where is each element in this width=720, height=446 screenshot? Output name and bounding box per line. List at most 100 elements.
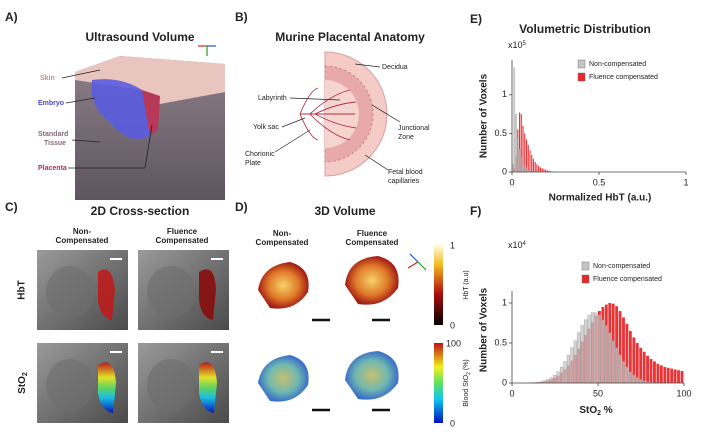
x-axis-label: StO2 % (579, 405, 612, 418)
histogram-bar (622, 317, 625, 383)
panel-b: B) Murine Placental Anatomy Decidua Laby… (235, 10, 430, 185)
panel-title: 2D Cross-section (91, 204, 190, 218)
histogram-bar (531, 155, 533, 172)
histogram-bar (628, 371, 632, 384)
y-axis-label: Number of Voxels (479, 73, 490, 158)
x-tick-label: 1 (683, 177, 688, 187)
histogram-bar (560, 366, 564, 384)
histogram-bar (580, 325, 584, 384)
histogram-bar (545, 169, 547, 172)
histogram-bar (546, 379, 550, 384)
cross-section-images (37, 250, 229, 423)
histogram-bar (649, 359, 653, 383)
panel-title: 3D Volume (314, 204, 375, 218)
histogram-bar (604, 325, 608, 384)
label-skin: Skin (40, 75, 55, 82)
panel-label: A) (5, 10, 18, 24)
histogram-bar (653, 361, 656, 383)
colorbar-tick: 1 (450, 240, 455, 250)
legend-swatch (577, 59, 586, 69)
histogram-bar (518, 148, 521, 173)
column-header: Non- (273, 229, 292, 238)
y-multiplier-part: x10 (508, 40, 523, 50)
histogram-bar (541, 168, 543, 172)
histogram-bar (632, 337, 636, 383)
panel-title: Murine Placental Anatomy (275, 30, 425, 44)
y-multiplier-part: 5 (523, 41, 527, 47)
column-header: Compensated (156, 236, 209, 245)
histogram-bar (527, 144, 529, 172)
histogram-bar (625, 323, 629, 383)
chart-title: Volumetric Distribution (519, 22, 651, 36)
leader-lines (61, 69, 153, 169)
panel-label: B) (235, 10, 248, 24)
column-header: Compensated (346, 238, 399, 247)
colorbar-label: Blood StO2 (%) (463, 359, 472, 407)
histogram-bar (646, 355, 649, 383)
histogram-bar (635, 377, 639, 384)
histogram-bar (615, 347, 619, 384)
y-tick-label: 0 (502, 377, 507, 387)
histogram-bar (577, 332, 581, 384)
histogram-bar (573, 340, 577, 384)
legend-swatch (577, 72, 586, 82)
x-axis-label: Normalized HbT (a.u.) (549, 193, 652, 204)
x-tick-label: 0 (509, 388, 514, 398)
panel-label: D) (235, 200, 248, 214)
histogram-bar (590, 312, 595, 384)
y-multiplier-part: 4 (523, 241, 527, 247)
x-axis-label-part: StO (579, 405, 597, 416)
histogram-bar (666, 367, 670, 383)
y-axis-label: Number of Voxels (479, 287, 490, 372)
colorbar-label-part: (%) (463, 359, 470, 372)
histogram-bar (524, 133, 526, 172)
label-tissue: Standard (38, 131, 68, 138)
histogram-bar (625, 366, 629, 384)
histogram-bar (670, 368, 674, 383)
column-header: Non- (73, 227, 92, 236)
histogram-bar (628, 331, 632, 383)
histogram-bar (548, 170, 550, 172)
label-chorionic: Chorionic (245, 151, 275, 158)
legend-swatch (581, 261, 590, 271)
y-tick-label: 1 (502, 297, 507, 307)
label-labyrinth: Labyrinth (258, 95, 287, 102)
histogram-bar (520, 156, 522, 173)
histogram-bar (522, 162, 524, 173)
x-tick-label: 0 (509, 177, 514, 187)
histogram-bar (563, 361, 567, 384)
x-tick-label: 0.5 (593, 177, 606, 187)
histogram-bar (618, 311, 622, 383)
histogram-bar (518, 112, 521, 172)
panel-label: C) (5, 200, 18, 214)
column-header: Compensated (256, 238, 309, 247)
histogram-bar (534, 161, 536, 172)
histogram-bar (597, 314, 601, 384)
histogram-bar (522, 125, 524, 172)
x-tick-label: 50 (593, 388, 603, 398)
histogram-bar (618, 354, 622, 384)
row-header: StO2 (17, 372, 30, 394)
y-multiplier-part: x10 (508, 240, 523, 250)
histogram-bar (611, 340, 615, 384)
histogram-bar (659, 365, 663, 383)
y-tick-label: 0 (502, 166, 507, 176)
y-tick-label: 1 (502, 89, 507, 99)
x-axis-label-part: % (601, 405, 613, 416)
legend-label: Fluence compensated (593, 276, 662, 283)
label-capillaries: capillaries (388, 178, 420, 185)
histogram-bar (584, 319, 588, 384)
histogram-bar (549, 377, 553, 384)
histogram-bar (513, 67, 516, 173)
histogram-bar (517, 137, 519, 173)
colorbar-label-part: 2 (466, 372, 472, 375)
histogram-bar (556, 371, 560, 384)
histogram-bar (642, 351, 646, 383)
histogram-bar (524, 165, 526, 173)
y-multiplier: x105 (508, 40, 527, 50)
placenta-shape (142, 90, 160, 136)
x-tick-label: 100 (676, 388, 691, 398)
histogram-bar (525, 167, 528, 173)
label-chorionic: Plate (245, 160, 261, 167)
